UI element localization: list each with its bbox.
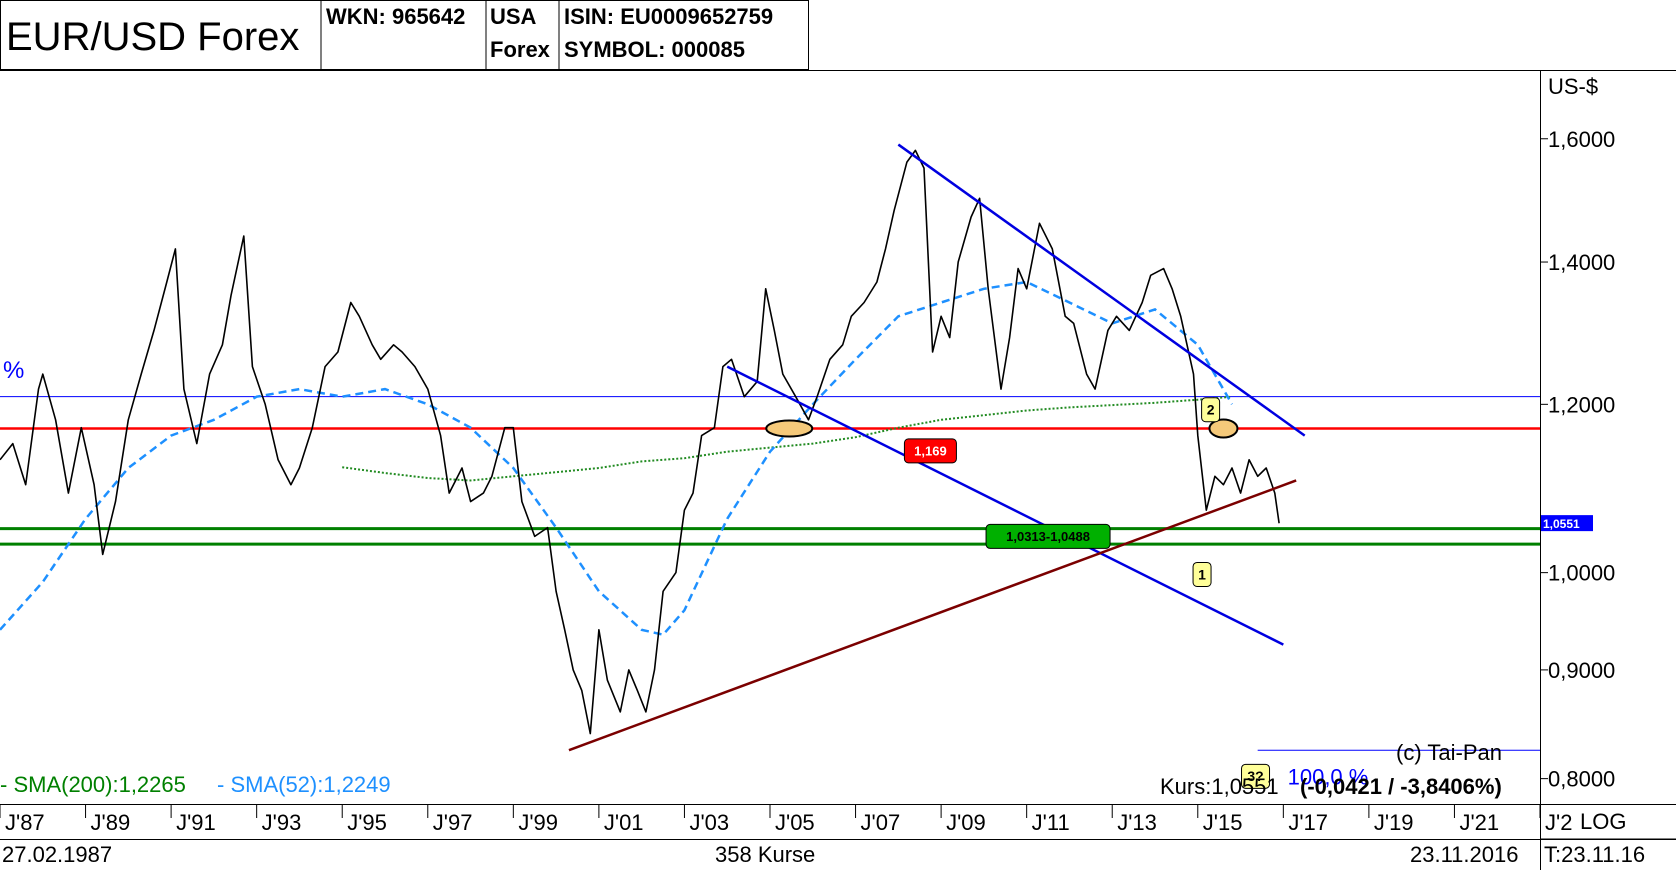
kurs-change: (-0,0421 / -3,8406%) [1300, 774, 1502, 799]
wave-marker-3-text: 3? [1247, 768, 1263, 784]
price-tag-box [1541, 515, 1593, 532]
x-tick-label: J'19 [1374, 810, 1414, 835]
left-edge-fragment: % [3, 357, 24, 384]
support-range-label: 1,0313-1,0488 [985, 523, 1111, 549]
country-label: USA [490, 4, 537, 29]
scale-label: LOG [1580, 809, 1626, 834]
price-line [0, 149, 1280, 735]
support-range-label-text: 1,0313-1,0488 [1006, 529, 1090, 544]
sma52-label: - SMA(52):1,2249 [217, 772, 391, 797]
support-range-label-box [985, 523, 1111, 549]
wave-marker-1-box [1192, 561, 1212, 587]
wave-marker-1-text: 1 [1198, 566, 1206, 582]
x-tick-label: J'99 [518, 810, 558, 835]
x-tick-label: J'09 [946, 810, 986, 835]
x-tick-label: J'89 [91, 810, 131, 835]
x-tick-label: J'03 [689, 810, 729, 835]
time-label: T:23.11.16 [1544, 842, 1645, 867]
channel-top-line [897, 143, 1306, 437]
y-tick-label: 1,6000 [1548, 127, 1615, 152]
rising-trendline [568, 479, 1297, 752]
y-axis: 1,6000 1,4000 1,2000 1,0000 0,9000 0,8000 [1540, 127, 1615, 792]
x-tick-label: J'11 [1032, 810, 1070, 835]
sma200-line [342, 395, 1233, 482]
x-tick-label: J'97 [433, 810, 473, 835]
x-tick-label: J'93 [262, 810, 302, 835]
y-tick-label: 1,0000 [1548, 561, 1615, 586]
wave-marker-1: 1 [1192, 561, 1212, 587]
price-tag-text: 1,0551 [1543, 517, 1580, 531]
y-tick-label: 0,8000 [1548, 767, 1615, 792]
wave-marker-3: 3? [1241, 763, 1271, 789]
end-date: 23.11.2016 [1410, 842, 1518, 867]
x-tick-label: J'87 [5, 810, 45, 835]
wave-marker-2-text: 2 [1207, 402, 1215, 418]
copyright-label: (c) Tai-Pan [1396, 740, 1502, 765]
x-tick-label: J'05 [775, 810, 815, 835]
x-tick-label: J'95 [347, 810, 387, 835]
x-tick-label: J'01 [604, 810, 644, 835]
x-tick-label: J'2 [1545, 810, 1572, 835]
target-percent-label: 100,0 % [1288, 764, 1369, 789]
wave-marker-3-box [1241, 763, 1271, 789]
resistance-value-label-text: 1,169 [914, 443, 947, 458]
x-tick-label: J'91 [176, 810, 216, 835]
breakout-ellipse [1208, 418, 1239, 439]
x-tick-label: J'13 [1117, 810, 1157, 835]
count-label: 358 Kurse [715, 842, 815, 867]
chart-title: EUR/USD Forex [6, 15, 299, 59]
y-tick-label: 1,4000 [1548, 250, 1615, 275]
y-tick-label: 1,2000 [1548, 392, 1615, 417]
sma200-label: - SMA(200):1,2265 [0, 772, 186, 797]
header-box [0, 0, 809, 70]
wave-marker-2: 2 [1201, 397, 1221, 423]
wkn-label: WKN: 965642 [326, 4, 465, 29]
resistance-value-label-box [903, 438, 957, 464]
x-tick-label: J'15 [1203, 810, 1243, 835]
channel-bottom-line [726, 365, 1284, 646]
start-date: 27.02.1987 [2, 842, 112, 867]
plot-area: 1,169 1,0313-1,0488 1 2 3? 100,0 % 1,0551 [0, 143, 1593, 789]
resistance-value-label: 1,169 [903, 438, 957, 464]
wave-marker-2-box [1201, 397, 1221, 423]
breakout-ellipse [765, 419, 814, 438]
x-tick-label: J'21 [1459, 810, 1499, 835]
isin-label: ISIN: EU0009652759 [564, 4, 773, 29]
market-label: Forex [490, 37, 551, 62]
kurs-label: Kurs:1,0551 [1160, 774, 1279, 799]
symbol-label: SYMBOL: 000085 [564, 37, 745, 62]
y-tick-label: 0,9000 [1548, 658, 1615, 683]
sma52-line [0, 280, 1234, 637]
x-tick-label: J'07 [861, 810, 901, 835]
x-axis: J'87 J'89 J'91 J'93 J'95 J'97 J'99 J'01 J'03 J'05… [0, 804, 1572, 835]
currency-label: US-$ [1548, 74, 1598, 99]
x-tick-label: J'17 [1288, 810, 1328, 835]
